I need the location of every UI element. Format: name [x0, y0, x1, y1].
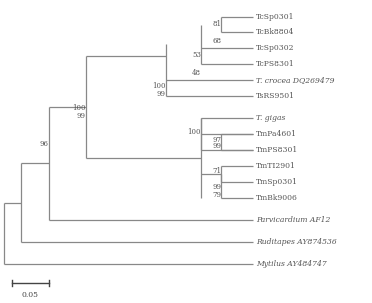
- Text: TmBk9006: TmBk9006: [256, 194, 298, 201]
- Text: TmPS8301: TmPS8301: [256, 146, 298, 154]
- Text: 99: 99: [212, 183, 221, 191]
- Text: 99: 99: [77, 112, 86, 120]
- Text: T. gigas: T. gigas: [256, 114, 285, 122]
- Text: TcPS8301: TcPS8301: [256, 60, 294, 68]
- Text: Mytilus AY484747: Mytilus AY484747: [256, 260, 326, 268]
- Text: 53: 53: [192, 52, 201, 59]
- Text: 100: 100: [187, 128, 201, 136]
- Text: TcSp0301: TcSp0301: [256, 12, 294, 21]
- Text: TmPa4601: TmPa4601: [256, 130, 297, 138]
- Text: 100: 100: [152, 82, 166, 90]
- Text: TcBk8804: TcBk8804: [256, 28, 294, 36]
- Text: 48: 48: [192, 69, 201, 77]
- Text: 71: 71: [212, 167, 221, 175]
- Text: T. crocea DQ269479: T. crocea DQ269479: [256, 76, 334, 84]
- Text: Parvicardium AF12: Parvicardium AF12: [256, 216, 330, 224]
- Text: TmSp0301: TmSp0301: [256, 178, 298, 186]
- Text: TmTI2901: TmTI2901: [256, 162, 295, 170]
- Text: TcSp0302: TcSp0302: [256, 44, 294, 52]
- Text: 0.05: 0.05: [22, 291, 39, 299]
- Text: 100: 100: [73, 104, 86, 112]
- Text: Ruditapes AY874536: Ruditapes AY874536: [256, 238, 336, 246]
- Text: 99: 99: [212, 142, 221, 150]
- Text: 68: 68: [212, 37, 221, 45]
- Text: 79: 79: [212, 191, 221, 199]
- Text: 99: 99: [157, 90, 166, 98]
- Text: 96: 96: [40, 140, 49, 148]
- Text: 81: 81: [212, 20, 221, 28]
- Text: TsRS9501: TsRS9501: [256, 92, 295, 100]
- Text: 97: 97: [212, 136, 221, 144]
